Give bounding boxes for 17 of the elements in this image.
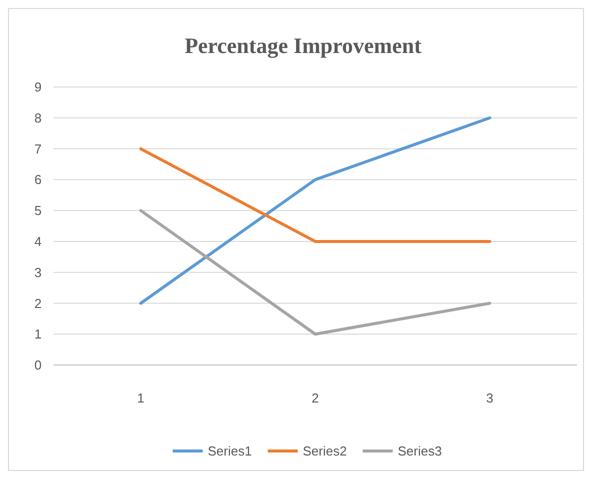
chart-title: Percentage Improvement bbox=[184, 33, 422, 58]
y-tick-label: 5 bbox=[34, 203, 42, 218]
y-tick-label: 8 bbox=[34, 110, 42, 126]
y-tick-label: 6 bbox=[34, 172, 42, 188]
legend-label: Series2 bbox=[302, 444, 347, 459]
legend-label: Series1 bbox=[208, 444, 252, 459]
y-tick-label: 3 bbox=[34, 264, 42, 280]
y-tick-label: 4 bbox=[34, 234, 42, 249]
legend-label: Series3 bbox=[398, 444, 442, 459]
y-tick-label: 1 bbox=[34, 326, 42, 342]
x-tick-label: 2 bbox=[312, 390, 319, 406]
y-tick-label: 9 bbox=[34, 80, 42, 95]
y-tick-label: 7 bbox=[34, 141, 42, 156]
x-tick-label: 1 bbox=[137, 390, 144, 406]
y-tick-label: 2 bbox=[34, 296, 42, 311]
x-tick-label: 3 bbox=[486, 390, 494, 406]
y-tick-label: 0 bbox=[34, 358, 42, 373]
